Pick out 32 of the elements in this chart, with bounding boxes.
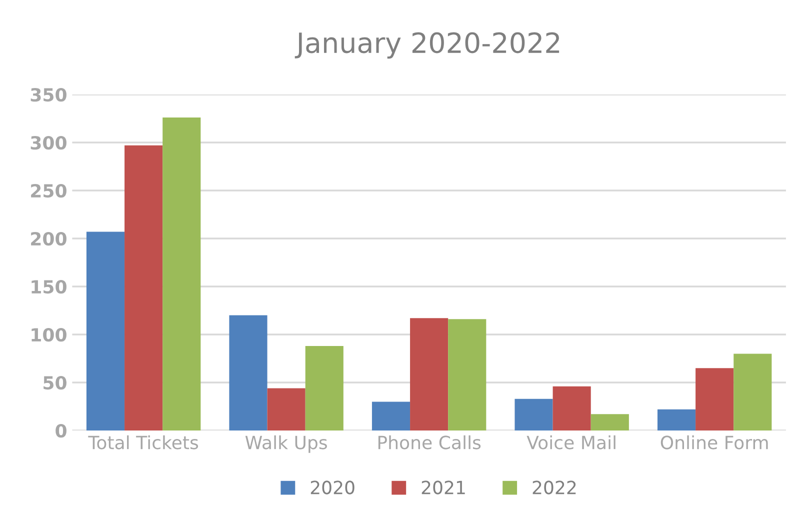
y-tick-label: 250 — [31, 184, 66, 198]
bar — [552, 386, 591, 430]
bar — [229, 315, 268, 430]
bar — [86, 232, 125, 430]
bar — [590, 414, 629, 430]
bar — [124, 145, 163, 430]
bar — [734, 354, 772, 430]
legend-label: 2020 — [310, 480, 354, 494]
chart-title: January 2020-2022 — [294, 32, 560, 59]
x-tick-label: Voice Mail — [526, 435, 616, 450]
bar — [267, 388, 306, 430]
y-tick-label: 150 — [32, 280, 66, 294]
y-tick-label: 300 — [30, 136, 66, 150]
legend-label: 2022 — [532, 480, 576, 494]
x-tick-label: Total Tickets — [88, 435, 198, 450]
y-tick-label: 200 — [31, 232, 66, 246]
y-tick-label: 50 — [44, 376, 66, 390]
bar — [657, 409, 696, 430]
bar — [514, 398, 553, 430]
y-tick-label: 100 — [32, 328, 66, 342]
bar — [410, 318, 448, 430]
bar — [448, 319, 486, 430]
legend-label: 2021 — [422, 480, 465, 494]
bar — [372, 402, 410, 430]
y-tick-label: 0 — [56, 424, 66, 438]
x-tick-label: Online Form — [660, 435, 768, 450]
bar — [162, 118, 201, 430]
bar — [696, 368, 734, 430]
x-tick-label: Phone Calls — [378, 435, 481, 450]
bar — [305, 346, 344, 430]
x-tick-label: Walk Ups — [245, 435, 327, 453]
y-tick-label: 350 — [30, 88, 66, 102]
